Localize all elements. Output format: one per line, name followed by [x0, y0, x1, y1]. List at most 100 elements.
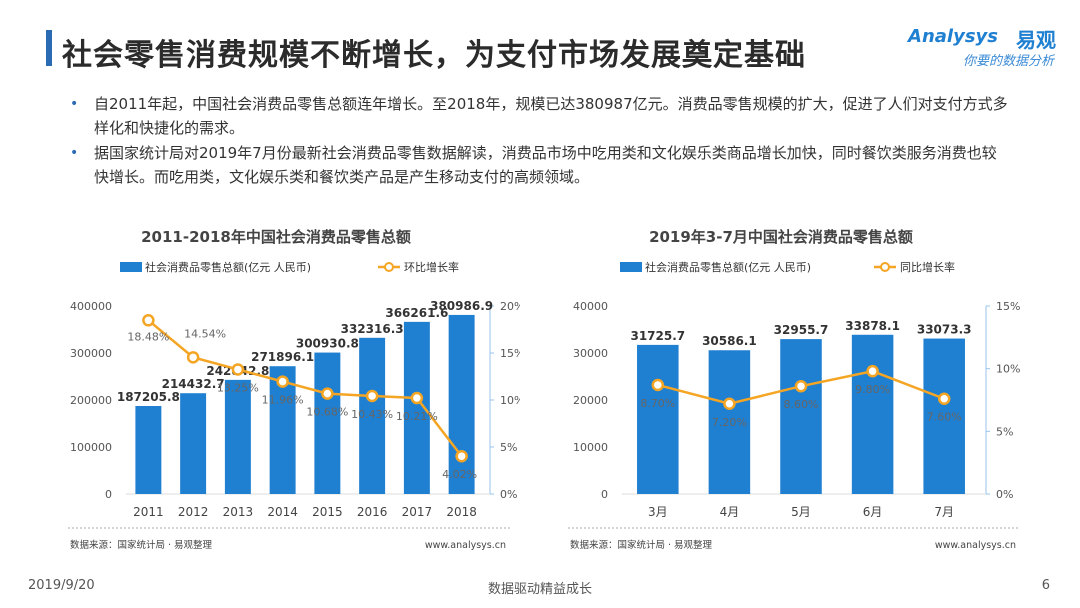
line-point	[651, 378, 665, 392]
x-axis-tick-label: 2011	[133, 505, 164, 519]
bar-value-label: 32955.7	[774, 323, 829, 337]
y-axis-tick-label: 10000	[573, 441, 608, 454]
title-accent-bar	[46, 30, 52, 66]
analysys-logo: Analysys 易观 你要的数据分析	[908, 24, 1056, 70]
line-point	[231, 363, 245, 376]
bar-value-label: 187205.8	[117, 390, 180, 404]
source-text: 数据来源：国家统计局 · 易观整理	[570, 539, 713, 551]
legend-line-marker	[384, 262, 394, 272]
source-text: 数据来源：国家统计局 · 易观整理	[70, 539, 213, 551]
line-point	[937, 392, 951, 405]
bar	[135, 406, 162, 494]
bar	[224, 379, 251, 494]
bullet-list: • 自2011年起，中国社会消费品零售总额连年增长。至2018年，规模已达3809…	[70, 92, 1010, 190]
bar	[180, 393, 207, 494]
bullet-item: • 自2011年起，中国社会消费品零售总额连年增长。至2018年，规模已达3809…	[70, 92, 1010, 140]
y-axis-tick-label: 30000	[573, 347, 608, 360]
y2-axis-tick-label: 0%	[996, 488, 1013, 501]
legend-line-marker	[880, 262, 890, 272]
bar-value-label: 300930.8	[296, 337, 359, 351]
line-value-label: 14.54%	[184, 327, 226, 340]
x-axis-tick-label: 2015	[312, 505, 343, 519]
line-value-label: 9.80%	[855, 383, 890, 396]
line-point	[186, 351, 200, 364]
y-axis-tick-label: 400000	[70, 300, 112, 313]
bullet-item: • 据国家统计局对2019年7月份最新社会消费品零售数据解读，消费品市场中吃用类和…	[70, 141, 1010, 189]
bar	[637, 344, 679, 494]
line-value-label: 8.70%	[640, 397, 675, 410]
logo-text-cn: 易观	[1016, 28, 1056, 52]
x-axis-tick-label: 3月	[648, 505, 668, 519]
x-axis-tick-label: 5月	[791, 505, 811, 519]
bar-value-label: 332316.3	[341, 322, 404, 336]
line-value-label: 8.60%	[784, 398, 819, 411]
x-axis-tick-label: 6月	[863, 505, 883, 519]
legend-bar-label: 社会消费品零售总额(亿元 人民币)	[645, 260, 811, 274]
page-title: 社会零售消费规模不断增长，为支付市场发展奠定基础	[62, 38, 806, 73]
x-axis-tick-label: 2017	[402, 505, 433, 519]
line-point	[455, 449, 468, 463]
bar-value-label: 380986.9	[430, 299, 493, 313]
source-site: www.analysys.cn	[425, 540, 506, 551]
line-value-label: 10.68%	[306, 406, 348, 419]
line-point	[365, 389, 379, 403]
line-point	[276, 375, 289, 388]
bar-value-label: 31725.7	[630, 329, 685, 343]
source-site: www.analysys.cn	[935, 540, 1016, 551]
bullet-text: 自2011年起，中国社会消费品零售总额连年增长。至2018年，规模已达38098…	[94, 95, 1008, 137]
bar-value-label: 271896.1	[251, 350, 314, 364]
y-axis-tick-label: 40000	[573, 300, 608, 313]
page-number: 6	[1041, 578, 1050, 593]
y-axis-tick-label: 20000	[573, 394, 608, 407]
y2-axis-tick-label: 5%	[996, 425, 1013, 438]
line-point	[142, 314, 155, 327]
logo-text-en: Analysys	[908, 26, 998, 47]
legend-line-label: 同比增长率	[900, 260, 955, 274]
bullet-dot-icon: •	[70, 145, 79, 161]
line-value-label: 10.43%	[351, 408, 393, 421]
series-line	[147, 319, 463, 457]
chart-title: 2019年3-7月中国社会消费品零售总额	[649, 228, 913, 246]
y2-axis-tick-label: 0%	[500, 488, 517, 501]
y-axis-tick-label: 200000	[70, 394, 112, 407]
bar	[923, 338, 965, 494]
legend-bar-label: 社会消费品零售总额(亿元 人民币)	[145, 260, 311, 274]
bullet-text: 据国家统计局对2019年7月份最新社会消费品零售数据解读，消费品市场中吃用类和文…	[94, 144, 997, 186]
bar	[708, 350, 751, 494]
x-axis-tick-label: 2018	[446, 505, 477, 519]
x-axis-tick-label: 2012	[178, 505, 209, 519]
chart-title: 2011-2018年中国社会消费品零售总额	[141, 228, 411, 246]
bar	[314, 352, 341, 494]
y-axis-tick-label: 100000	[70, 441, 112, 454]
legend-line-label: 环比增长率	[404, 260, 459, 274]
y2-axis-tick-label: 15%	[500, 347, 520, 360]
y-axis-tick-label: 0	[105, 488, 112, 501]
line-value-label: 4.02%	[442, 468, 477, 481]
bar-value-label: 366261.6	[385, 306, 448, 320]
x-axis-tick-label: 2014	[267, 505, 298, 519]
x-axis-tick-label: 2013	[223, 505, 254, 519]
bullet-dot-icon: •	[70, 96, 79, 112]
logo-slogan: 你要的数据分析	[962, 54, 1054, 69]
line-point	[321, 387, 334, 400]
legend-bar-swatch	[620, 262, 642, 272]
bar	[359, 337, 386, 494]
line-point	[723, 397, 736, 411]
bar	[448, 314, 475, 494]
x-axis-tick-label: 4月	[720, 505, 740, 519]
x-axis-tick-label: 7月	[934, 505, 954, 519]
line-point	[410, 391, 424, 405]
footer-date: 2019/9/20	[28, 578, 95, 593]
bar	[851, 334, 894, 494]
line-value-label: 7.20%	[712, 416, 747, 429]
bar	[780, 339, 822, 494]
y2-axis-tick-label: 5%	[500, 441, 517, 454]
bar-value-label: 30586.1	[702, 334, 757, 348]
bar-value-label: 33073.3	[917, 323, 972, 337]
legend-bar-swatch	[120, 262, 142, 272]
y2-axis-tick-label: 15%	[996, 300, 1020, 313]
line-point	[794, 379, 808, 393]
bar-value-label: 214432.7	[162, 377, 225, 391]
